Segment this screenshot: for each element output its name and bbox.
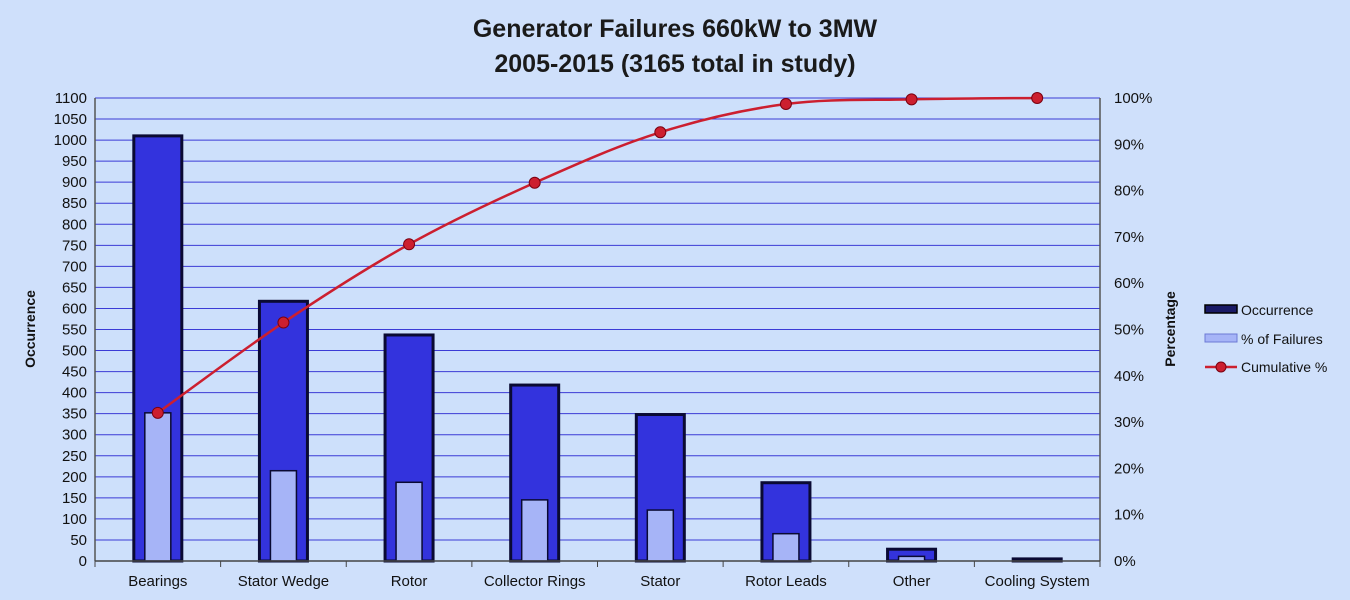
chart-title: Generator Failures 660kW to 3MW 2005-201…	[473, 15, 878, 78]
cumulative-point	[905, 93, 918, 106]
percent-bar	[772, 532, 800, 562]
y-tick-label: 200	[62, 469, 87, 486]
category-label: Rotor	[391, 573, 428, 590]
y-tick-label: 650	[62, 279, 87, 296]
y-tick-label: 500	[62, 343, 87, 360]
cumulative-point	[403, 238, 416, 251]
y-tick-label: 0	[79, 553, 87, 570]
axes	[94, 98, 1101, 567]
y-tick-label: 550	[62, 322, 87, 339]
percent-bars	[144, 412, 1051, 562]
y2-tick-label: 90%	[1114, 136, 1144, 153]
cumulative-line	[151, 92, 1044, 419]
y-axis-label: Occurrence	[22, 290, 38, 368]
y2-tick-label: 10%	[1114, 507, 1144, 524]
category-label: Other	[893, 573, 931, 590]
y-tick-label: 450	[62, 364, 87, 381]
legend-label: Cumulative %	[1241, 359, 1327, 375]
legend-swatch-cumulative-point	[1215, 361, 1227, 373]
y2-tick-label: 70%	[1114, 229, 1144, 246]
category-label: Stator Wedge	[238, 573, 329, 590]
y-tick-label: 350	[62, 406, 87, 423]
y2-tick-label: 60%	[1114, 275, 1144, 292]
y2-tick-label: 30%	[1114, 414, 1144, 431]
cumulative-line-path	[157, 96, 1038, 414]
y-tick-label: 1000	[54, 132, 87, 149]
y2-tick-label: 50%	[1114, 322, 1144, 339]
y2-axis-label: Percentage	[1162, 291, 1178, 367]
y2-tick-label: 20%	[1114, 460, 1144, 477]
cumulative-point	[151, 406, 164, 419]
y2-tick-label: 0%	[1114, 553, 1136, 570]
y-tick-label: 800	[62, 216, 87, 233]
category-label: Bearings	[128, 573, 187, 590]
cumulative-point	[528, 176, 541, 189]
y-tick-label: 700	[62, 258, 87, 275]
y-tick-label: 300	[62, 427, 87, 444]
y-tick-label: 600	[62, 300, 87, 317]
y-tick-label: 1100	[55, 90, 87, 107]
category-label: Rotor Leads	[745, 573, 827, 590]
percent-bar	[269, 469, 298, 562]
y-tick-label: 50	[70, 532, 87, 549]
category-labels: Bearings Stator Wedge Rotor Collector Rings…	[128, 573, 1090, 590]
y2-tick-label: 40%	[1114, 368, 1144, 385]
y2-tick-label: 100%	[1114, 90, 1152, 107]
legend: Occurrence % of Failures Cumulative %	[1204, 302, 1327, 375]
percent-bar	[646, 509, 675, 562]
y-tick-label: 100	[62, 511, 87, 528]
y-tick-label: 150	[62, 490, 87, 507]
chart-title-line-1: Generator Failures 660kW to 3MW	[473, 15, 878, 43]
cumulative-point	[654, 126, 667, 139]
legend-label: Occurrence	[1241, 302, 1314, 318]
y-tick-label: 400	[62, 385, 87, 402]
cumulative-point	[779, 98, 792, 111]
chart-title-line-2: 2005-2015 (3165 total in study)	[494, 50, 855, 78]
y2-tick-label: 80%	[1114, 183, 1144, 200]
cumulative-point	[1031, 92, 1044, 104]
category-label: Collector Rings	[484, 573, 586, 590]
y-tick-label: 250	[62, 448, 87, 465]
right-tick-labels: 0% 10% 20% 30% 40% 50% 60% 70% 80% 90% 100%	[1114, 90, 1152, 570]
category-label: Cooling System	[985, 573, 1090, 590]
y-tick-label: 750	[62, 237, 87, 254]
category-label: Stator	[640, 573, 680, 590]
legend-swatch-percent	[1204, 333, 1238, 343]
y-tick-label: 900	[62, 174, 87, 191]
percent-bar	[395, 481, 423, 562]
y-tick-label: 1050	[54, 111, 87, 128]
left-tick-labels: 0 50 100 150 200 250 300 350 400 450 500 550 600 650 7…	[54, 90, 87, 570]
legend-swatch-occurrence	[1204, 304, 1238, 314]
percent-bar	[144, 412, 172, 562]
percent-bar	[520, 499, 549, 562]
cumulative-point	[277, 316, 290, 329]
y-tick-label: 850	[62, 195, 87, 212]
legend-label: % of Failures	[1241, 331, 1323, 347]
y-tick-label: 950	[62, 153, 87, 170]
